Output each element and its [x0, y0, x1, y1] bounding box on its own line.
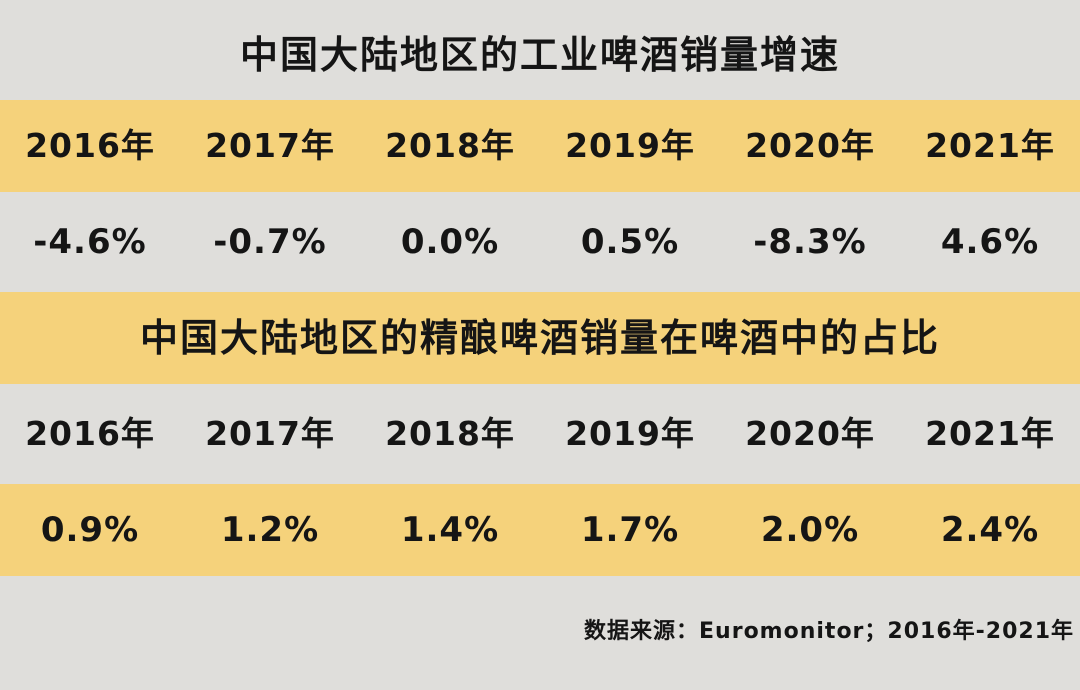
- craft-year-2016: 2016年: [25, 414, 155, 453]
- craft-beer-value-band: [0, 484, 1080, 576]
- industrial-value-2017: -0.7%: [213, 222, 327, 262]
- industrial-value-2018: 0.0%: [400, 222, 500, 262]
- industrial-year-2019: 2019年: [565, 126, 695, 165]
- craft-value-2018: 1.4%: [400, 510, 500, 550]
- industrial-year-2021: 2021年: [925, 126, 1055, 165]
- industrial-year-2020: 2020年: [745, 126, 875, 165]
- craft-value-2017: 1.2%: [220, 510, 320, 550]
- craft-year-2020: 2020年: [745, 414, 875, 453]
- craft-year-2018: 2018年: [385, 414, 515, 453]
- industrial-value-2016: -4.6%: [33, 222, 147, 262]
- source-note: 数据来源：Euromonitor；2016年-2021年: [584, 619, 1074, 644]
- craft-beer-share-title: 中国大陆地区的精酿啤酒销量在啤酒中的占比: [0, 292, 1080, 384]
- craft-value-2020: 2.0%: [760, 510, 860, 550]
- craft-value-2016: 0.9%: [40, 510, 140, 550]
- craft-beer-value-row: 0.9% 1.2% 1.4% 1.7% 2.0% 2.4%: [0, 484, 1080, 576]
- craft-year-2021: 2021年: [925, 414, 1055, 453]
- industrial-beer-value-band: [0, 196, 1080, 288]
- craft-beer-year-band: [0, 388, 1080, 480]
- industrial-year-2017: 2017年: [205, 126, 335, 165]
- industrial-year-2016: 2016年: [25, 126, 155, 165]
- industrial-value-2021: 4.6%: [940, 222, 1040, 262]
- industrial-beer-year-band: [0, 100, 1080, 192]
- craft-year-2019: 2019年: [565, 414, 695, 453]
- craft-year-2017: 2017年: [205, 414, 335, 453]
- industrial-value-2019: 0.5%: [580, 222, 680, 262]
- industrial-beer-title: 中国大陆地区的工业啤酒销量增速: [239, 33, 840, 77]
- industrial-beer-year-row: 2016年 2017年 2018年 2019年 2020年 2021年: [0, 100, 1080, 192]
- craft-value-2019: 1.7%: [580, 510, 680, 550]
- industrial-beer-value-row: -4.6% -0.7% 0.0% 0.5% -8.3% 4.6%: [0, 196, 1080, 288]
- craft-beer-year-row: 2016年 2017年 2018年 2019年 2020年 2021年: [0, 388, 1080, 480]
- industrial-value-2020: -8.3%: [753, 222, 867, 262]
- industrial-year-2018: 2018年: [385, 126, 515, 165]
- craft-value-2021: 2.4%: [940, 510, 1040, 550]
